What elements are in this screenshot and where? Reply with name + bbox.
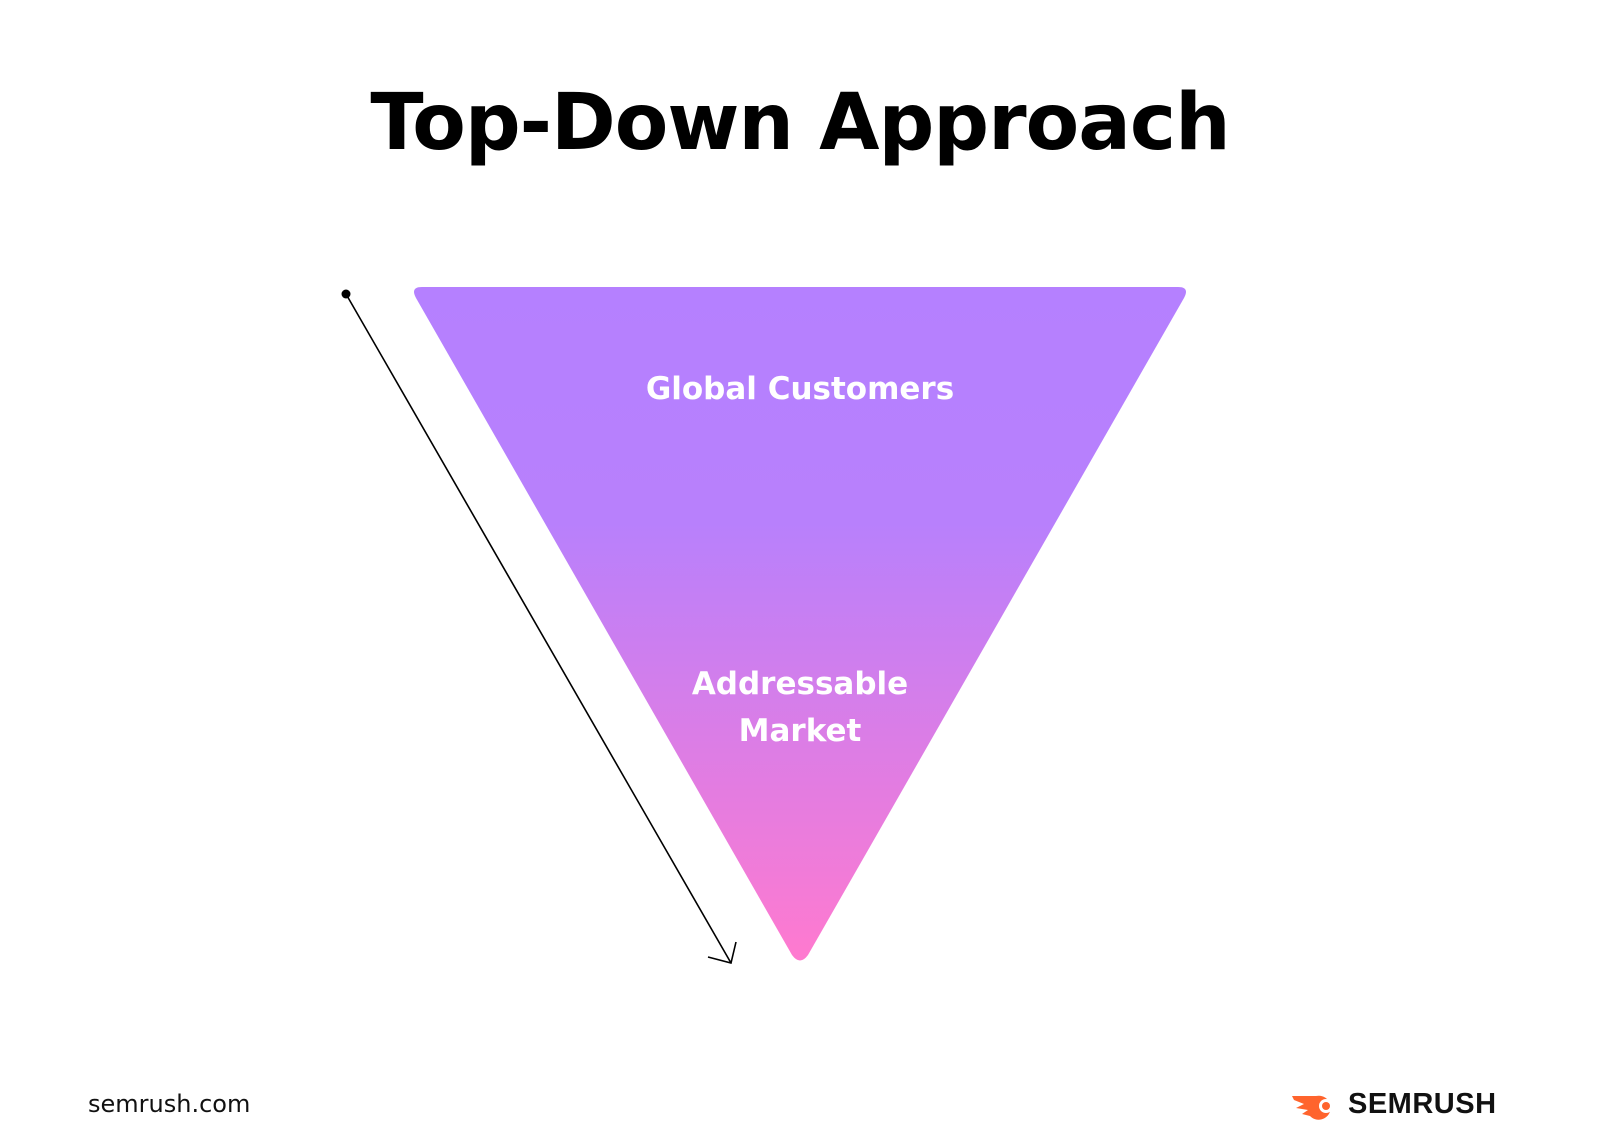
funnel-triangle	[414, 287, 1186, 961]
page-title: Top-Down Approach	[370, 78, 1230, 168]
addressable-market-line2: Market	[738, 713, 862, 749]
addressable-market-line1: Addressable	[691, 666, 909, 702]
global-customers-label: Global Customers	[645, 371, 955, 407]
arrow-line	[345, 293, 732, 964]
brand-name: SEMRUSH	[1348, 1088, 1497, 1120]
site-url: semrush.com	[88, 1090, 251, 1118]
addressable-market-label: Addressable Market	[600, 661, 1000, 755]
semrush-fire-icon	[1292, 1095, 1333, 1120]
semrush-logo: SEMRUSH	[1290, 1088, 1497, 1121]
arrow-head-icon	[707, 941, 737, 964]
